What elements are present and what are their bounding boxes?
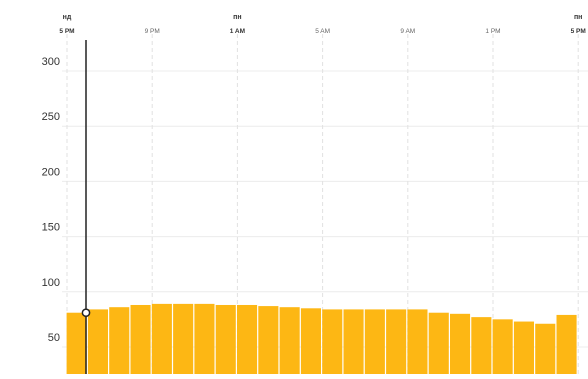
y-tick-label-5: 300 xyxy=(42,56,60,68)
x-axis-labels: нд 5 PM 9 PM пн 1 AM 5 AM 9 AM 1 PM пн 5 PM xyxy=(59,14,585,35)
y-axis-labels: 50 100 150 200 250 300 xyxy=(42,56,60,344)
bar-15 xyxy=(386,309,407,374)
y-tick-label-3: 200 xyxy=(42,166,60,178)
y-tick-label-4: 250 xyxy=(42,111,60,123)
hover-marker xyxy=(81,40,91,374)
bar-8 xyxy=(237,304,258,374)
y-tick-label-1: 100 xyxy=(42,277,60,289)
bar-10 xyxy=(279,307,300,374)
bar-7 xyxy=(215,304,236,374)
bar-16 xyxy=(407,309,428,374)
bar-12 xyxy=(322,309,343,374)
bar-5 xyxy=(173,303,194,374)
x-time-label-4: 9 AM xyxy=(400,28,415,35)
bar-23 xyxy=(556,314,577,374)
x-day-label-0: нд xyxy=(63,14,72,21)
y-tick-label-0: 50 xyxy=(48,332,60,344)
bar-1 xyxy=(87,309,108,374)
marker-point xyxy=(81,308,91,318)
grid-lines xyxy=(62,34,588,374)
bar-20 xyxy=(492,319,513,374)
x-time-label-3: 5 AM xyxy=(315,28,330,35)
y-tick-label-2: 150 xyxy=(42,222,60,234)
x-time-label-1: 9 PM xyxy=(145,28,160,35)
bar-19 xyxy=(471,317,492,374)
bar-11 xyxy=(300,308,321,374)
bars xyxy=(66,303,577,374)
x-day-label-6: пн xyxy=(574,14,582,21)
bar-21 xyxy=(513,321,534,374)
bar-22 xyxy=(535,323,556,374)
bar-13 xyxy=(343,309,364,374)
bar-18 xyxy=(450,313,471,374)
bar-17 xyxy=(428,312,449,374)
x-time-label-0: 5 PM xyxy=(59,28,74,35)
bar-4 xyxy=(151,303,172,374)
x-time-label-5: 1 PM xyxy=(485,28,500,35)
x-time-label-2: 1 AM xyxy=(230,28,245,35)
bar-0 xyxy=(66,312,87,374)
x-time-label-6: 5 PM xyxy=(571,28,586,35)
bar-14 xyxy=(364,309,385,374)
bar-6 xyxy=(194,303,215,374)
bar-3 xyxy=(130,304,151,374)
bar-9 xyxy=(258,306,279,374)
x-day-label-2: пн xyxy=(233,14,241,21)
bar-2 xyxy=(109,307,130,374)
